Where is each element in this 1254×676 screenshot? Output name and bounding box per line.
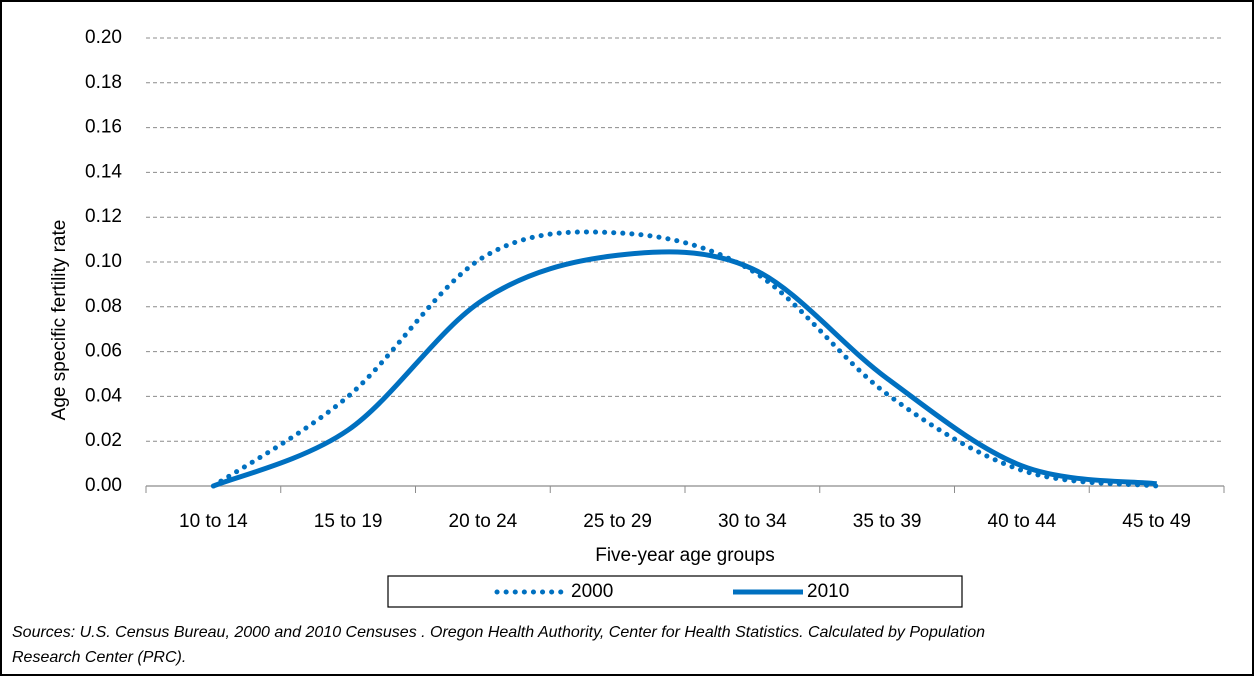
y-tick-label: 0.00 (85, 475, 122, 496)
y-tick-label: 0.20 (85, 27, 122, 48)
line-series (212, 249, 1157, 489)
y-axis-title: Age specific fertility rate (49, 220, 70, 421)
x-tick-label: 25 to 29 (583, 511, 652, 532)
y-tick-label: 0.10 (85, 251, 122, 272)
x-tick-label: 15 to 19 (314, 511, 383, 532)
x-tick-label: 40 to 44 (988, 511, 1057, 532)
y-tick-label: 0.02 (85, 430, 122, 451)
y-tick-label: 0.16 (85, 117, 122, 138)
x-tick-label: 10 to 14 (179, 511, 248, 532)
source-note: Sources: U.S. Census Bureau, 2000 and 20… (12, 624, 985, 641)
x-tick-label: 30 to 34 (718, 511, 787, 532)
y-tick-label: 0.06 (85, 341, 122, 362)
legend (387, 575, 963, 608)
legend-label: 2000 (571, 581, 613, 602)
legend-label: 2010 (807, 581, 849, 602)
y-tick-label: 0.12 (85, 206, 122, 227)
y-tick-label: 0.04 (85, 385, 122, 406)
line-series (210, 229, 1160, 489)
y-tick-label: 0.08 (85, 296, 122, 317)
x-tick-label: 20 to 24 (449, 511, 518, 532)
x-tick-label: 35 to 39 (853, 511, 922, 532)
y-tick-label: 0.18 (85, 72, 122, 93)
source-note: Research Center (PRC). (12, 649, 186, 666)
y-tick-label: 0.14 (85, 161, 122, 182)
x-axis-title: Five-year age groups (595, 545, 775, 566)
x-tick-label: 45 to 49 (1122, 511, 1191, 532)
